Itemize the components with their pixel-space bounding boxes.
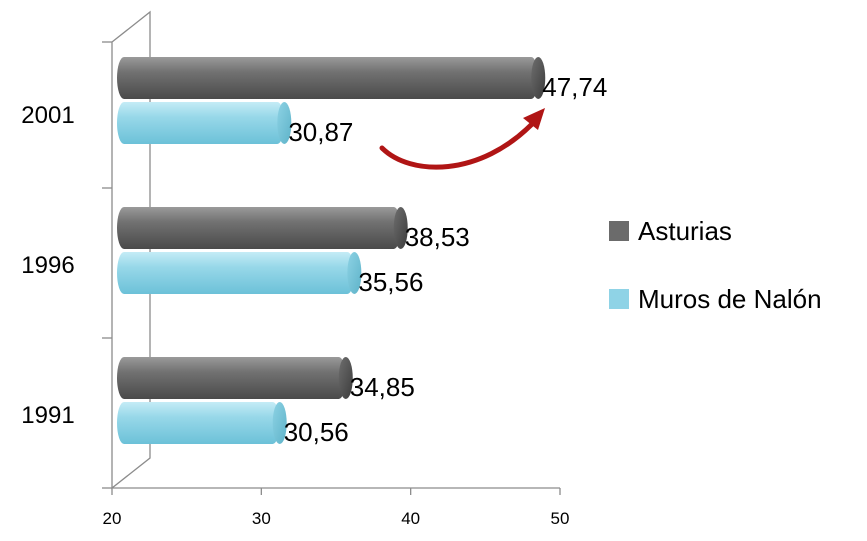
bar-cap-muros-de-nalon (272, 402, 287, 444)
bars (117, 57, 546, 444)
category-label: 2001 (21, 102, 74, 129)
legend-label-asturias: Asturias (638, 216, 732, 246)
data-label-muros-de-nalon: 30,56 (284, 417, 349, 447)
x-axis-ticks: 20 30 40 50 (103, 488, 570, 528)
category-labels: 2001 1996 1991 (21, 102, 74, 429)
category-label: 1996 (21, 252, 74, 279)
arrow-curve (379, 119, 537, 170)
legend-swatch-muros-de-nalon (609, 289, 629, 309)
bar-muros-de-nalon (117, 402, 280, 444)
legend-swatch-asturias (609, 221, 629, 241)
x-tick-label: 30 (252, 509, 271, 528)
bar-asturias (117, 357, 346, 399)
back-wall (111, 10, 151, 490)
data-label-asturias: 47,74 (542, 72, 607, 102)
category-label: 1991 (21, 402, 74, 429)
annotation-arrow (379, 108, 545, 170)
data-label-asturias: 34,85 (350, 372, 415, 402)
x-tick-label: 40 (401, 509, 420, 528)
x-tick-label: 20 (103, 509, 122, 528)
legend: Asturias Muros de Nalón (609, 216, 822, 314)
data-label-asturias: 38,53 (405, 222, 470, 252)
legend-label-muros-de-nalon: Muros de Nalón (638, 284, 822, 314)
arrow-head (523, 108, 545, 130)
bar-cap-asturias (531, 57, 546, 99)
bar-cap-asturias (393, 207, 408, 249)
bar-cap-asturias (338, 357, 353, 399)
x-tick-label: 50 (551, 509, 570, 528)
bar-asturias (117, 57, 539, 99)
bar-asturias (117, 207, 401, 249)
data-label-muros-de-nalon: 30,87 (288, 117, 353, 147)
bar-muros-de-nalon (117, 252, 355, 294)
data-label-muros-de-nalon: 35,56 (358, 267, 423, 297)
bar-muros-de-nalon (117, 102, 285, 144)
bar-cap-muros-de-nalon (347, 252, 362, 294)
y-axis-ticks (102, 41, 112, 489)
axes-frame (111, 10, 560, 490)
bar-cap-muros-de-nalon (277, 102, 292, 144)
